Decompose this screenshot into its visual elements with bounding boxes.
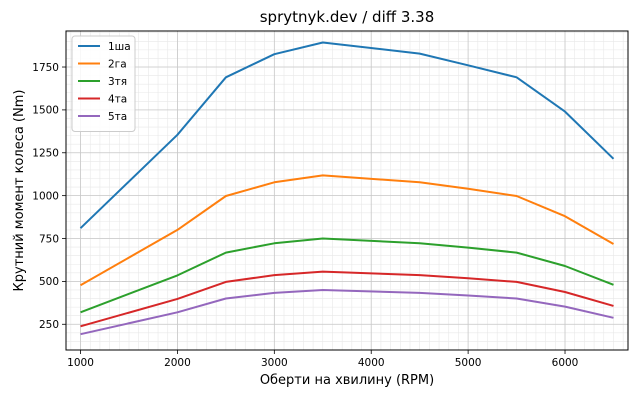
legend-label-4: 4та [108, 93, 127, 105]
series-line-2 [80, 174, 614, 287]
axis-ticks: 1000 2000 3000 4000 5000 6000 250 500 750 1000 125… [32, 62, 578, 369]
y-axis-label: Крутний момент колеса (Nm) [12, 90, 27, 292]
legend-label-2: 2га [108, 58, 127, 70]
series-line-1 [79, 41, 615, 229]
y-tick-label: 1500 [32, 105, 59, 117]
x-tick-label: 2000 [164, 357, 191, 369]
legend-label-5: 5та [108, 111, 127, 123]
series-line-5 [80, 289, 614, 336]
y-tick-label: 250 [39, 319, 59, 331]
y-tick-label: 1750 [32, 62, 59, 74]
y-tick-label: 1000 [32, 190, 59, 202]
x-tick-label: 6000 [552, 357, 579, 369]
series-line-4 [80, 270, 614, 328]
series-line-3 [80, 237, 614, 314]
x-axis-label: Оберти на хвилину (RPM) [260, 373, 434, 388]
legend-label-3: 3тя [108, 76, 127, 88]
series-layer [79, 41, 615, 336]
plot-frame [65, 30, 629, 351]
y-tick-label: 1250 [32, 148, 59, 160]
x-tick-label: 3000 [261, 357, 288, 369]
legend: 1ша 2га 3тя 4та 5та [71, 35, 136, 132]
x-tick-label: 5000 [455, 357, 482, 369]
x-tick-label: 1000 [67, 357, 94, 369]
chart-title: sprytnyk.dev / diff 3.38 [260, 8, 435, 26]
legend-box [71, 35, 136, 132]
legend-label-1: 1ша [108, 41, 131, 53]
y-tick-label: 750 [39, 233, 59, 245]
x-tick-label: 4000 [358, 357, 385, 369]
y-tick-label: 500 [39, 276, 59, 288]
